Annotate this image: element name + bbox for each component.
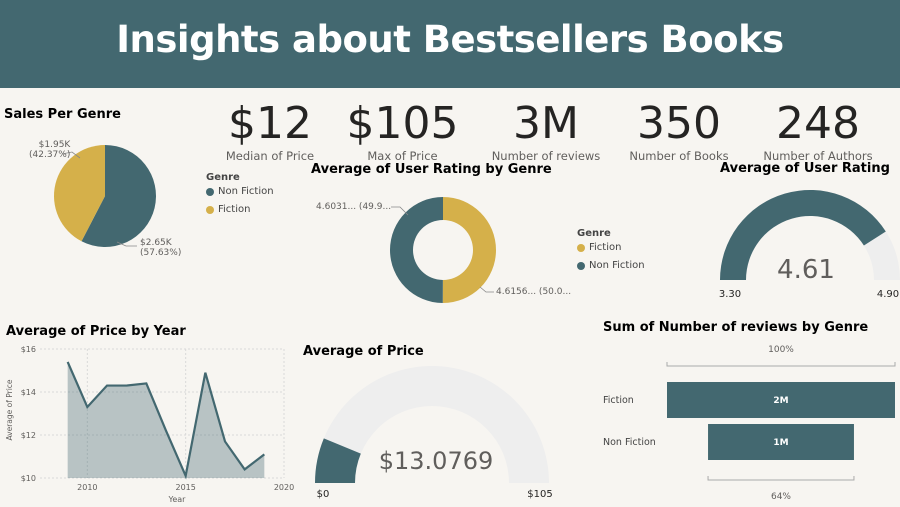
gauge-value: $13.0769 (379, 447, 494, 475)
legend-item-fiction[interactable]: Fiction (577, 242, 645, 253)
gauge-min-label: $0 (317, 489, 330, 500)
funnel-bracket-top (666, 362, 896, 367)
pie-slice-non-fiction[interactable] (81, 145, 156, 247)
pie-slice-fiction[interactable] (54, 145, 105, 242)
avg-price-gauge[interactable]: $13.0769 $0 $105 (300, 355, 570, 507)
y-tick-label: $12 (21, 431, 36, 440)
funnel-bar-non-fiction[interactable] (708, 424, 854, 460)
kpi-value: 3M (513, 98, 579, 149)
price-by-year-chart[interactable]: $10 $12 $14 $16 2010 2015 2020 Average of Pric… (0, 340, 300, 507)
rating-genre-legend: Genre Fiction Non Fiction (577, 228, 645, 271)
kpi-median-price[interactable]: $12 Median of Price (215, 98, 325, 163)
legend-item-non-fiction[interactable]: Non Fiction (577, 260, 645, 271)
sales-genre-legend: Genre Non Fiction Fiction (206, 172, 274, 215)
funnel-bracket-bottom (707, 476, 855, 481)
area-fill (67, 361, 265, 478)
kpi-label: Number of Authors (763, 149, 873, 163)
sales-per-genre-chart[interactable] (0, 128, 215, 268)
kpi-label: Median of Price (225, 149, 315, 163)
kpi-number-of-authors[interactable]: 248 Number of Authors (758, 98, 878, 163)
y-tick-label: $14 (21, 388, 36, 397)
kpi-number-of-books[interactable]: 350 Number of Books (624, 98, 734, 163)
kpi-label: Number of Books (629, 149, 729, 163)
donut-label-non-fiction: 4.6031... (49.9... (316, 202, 392, 212)
legend-title: Genre (577, 228, 611, 239)
pie-pct-label: (57.63%) (140, 248, 182, 258)
funnel-top-label: 100% (768, 345, 794, 355)
avg-price-title: Average of Price (303, 344, 424, 359)
y-tick-label: $10 (21, 474, 36, 483)
pie-label-fiction: $1.95K (42.37%) (29, 140, 70, 160)
x-tick-label: 2015 (175, 483, 195, 492)
x-tick-label: 2010 (77, 483, 97, 492)
legend-label: Fiction (589, 242, 622, 253)
gauge-fill[interactable] (720, 190, 886, 280)
legend-label: Fiction (218, 204, 251, 215)
price-by-year-title: Average of Price by Year (6, 324, 186, 339)
pie-pct-label: (42.37%) (29, 150, 71, 160)
kpi-value: 350 (637, 98, 721, 149)
legend-title: Genre (206, 172, 240, 183)
kpi-label: Number of reviews (491, 149, 601, 163)
kpi-value: 248 (776, 98, 860, 149)
axis-ticks: $10 $12 $14 $16 2010 2015 2020 (21, 345, 294, 492)
reviews-by-genre-title: Sum of Number of reviews by Genre (603, 320, 869, 335)
kpi-number-of-reviews[interactable]: 3M Number of reviews (486, 98, 606, 163)
pie-leader-line (61, 151, 81, 159)
avg-rating-gauge[interactable]: 4.61 3.30 4.90 (700, 180, 900, 305)
legend-dot (577, 243, 585, 252)
gauge-max-label: 4.90 (877, 289, 899, 300)
gauge-track (315, 366, 549, 483)
pie-value-label: $2.65K (140, 238, 172, 248)
kpi-value: $105 (346, 98, 459, 149)
area-line[interactable] (66, 361, 266, 480)
page-title: Insights about Bestsellers Books (116, 18, 784, 61)
funnel-category-non-fiction: Non Fiction (603, 437, 656, 448)
gauge-max-label: $105 (527, 489, 552, 500)
gauge-min-label: 3.30 (719, 289, 741, 300)
y-tick-label: $16 (21, 345, 36, 354)
funnel-bar-fiction[interactable] (667, 382, 895, 418)
legend-label: Non Fiction (589, 260, 645, 271)
legend-item-fiction[interactable]: Fiction (206, 204, 274, 215)
legend-dot (577, 261, 585, 270)
rating-by-genre-chart[interactable] (300, 185, 580, 310)
donut-label-fiction: 4.6156... (50.0... (496, 287, 572, 297)
donut-slice-non-fiction[interactable] (389, 197, 443, 303)
funnel-value-fiction: 2M (773, 396, 788, 406)
y-axis-title: Average of Price (5, 379, 14, 440)
donut-leader-line (479, 286, 494, 293)
funnel-category-fiction: Fiction (603, 395, 634, 406)
legend-item-non-fiction[interactable]: Non Fiction (206, 186, 274, 197)
kpi-max-price[interactable]: $105 Max of Price (340, 98, 465, 163)
x-axis-title: Year (168, 495, 187, 504)
legend-dot (206, 205, 214, 214)
kpi-label: Max of Price (367, 149, 438, 163)
rating-by-genre-title: Average of User Rating by Genre (311, 162, 552, 177)
legend-label: Non Fiction (218, 186, 274, 197)
x-tick-label: 2020 (274, 483, 294, 492)
header-banner (0, 0, 900, 88)
pie-label-non-fiction: $2.65K (57.63%) (140, 238, 181, 258)
kpi-value: $12 (228, 98, 312, 149)
gauge-value: 4.61 (777, 255, 835, 285)
sales-per-genre-title: Sales Per Genre (4, 107, 121, 122)
legend-dot (206, 187, 214, 196)
donut-slice-fiction[interactable] (442, 197, 496, 303)
funnel-value-non-fiction: 1M (773, 438, 788, 448)
donut-leader-line (391, 206, 409, 216)
gauge-fill[interactable] (315, 438, 361, 483)
reviews-by-genre-funnel[interactable]: 100% 2M 1M Fiction Non Fiction 64% (590, 336, 900, 507)
pie-leader-line (116, 241, 137, 247)
pie-value-label: $1.95K (38, 140, 71, 150)
avg-rating-title: Average of User Rating (720, 161, 890, 176)
funnel-bottom-label: 64% (771, 492, 791, 502)
